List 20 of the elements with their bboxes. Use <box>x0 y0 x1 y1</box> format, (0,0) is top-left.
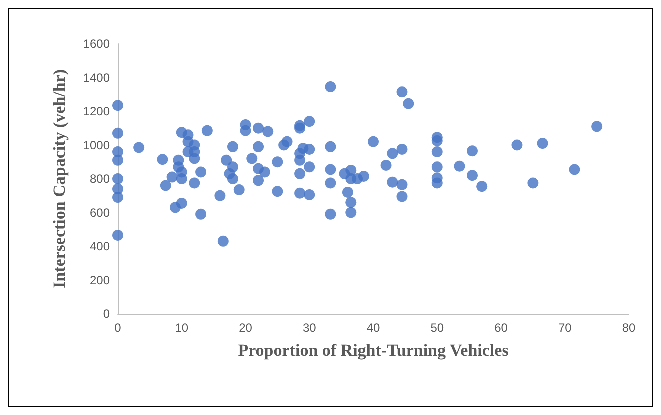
x-tick-label: 60 <box>494 321 508 335</box>
y-tick-label: 1400 <box>83 70 110 85</box>
x-tick-label: 70 <box>558 321 572 335</box>
y-tick-label: 0 <box>103 307 110 321</box>
x-tick-label: 20 <box>239 321 253 335</box>
x-tick-label: 0 <box>114 321 122 335</box>
x-tick-label: 50 <box>430 321 444 335</box>
y-axis-title: Intersection Capacity (veh/hr) <box>50 69 69 289</box>
y-tick-label: 1000 <box>83 138 110 152</box>
y-tick-label: 800 <box>90 172 110 186</box>
x-tick-label: 30 <box>302 321 317 335</box>
y-tick-label: 600 <box>90 206 110 220</box>
x-tick-label: 10 <box>175 321 189 335</box>
y-tick-label: 1200 <box>83 104 110 118</box>
y-tick-label: 400 <box>90 240 110 254</box>
y-tick-label: 1600 <box>83 37 110 51</box>
x-tick-label: 80 <box>622 321 636 335</box>
x-tick-label: 40 <box>366 321 380 335</box>
x-axis-title: Proportion of Right-Turning Vehicles <box>238 341 510 360</box>
y-tick-label: 200 <box>90 273 110 288</box>
